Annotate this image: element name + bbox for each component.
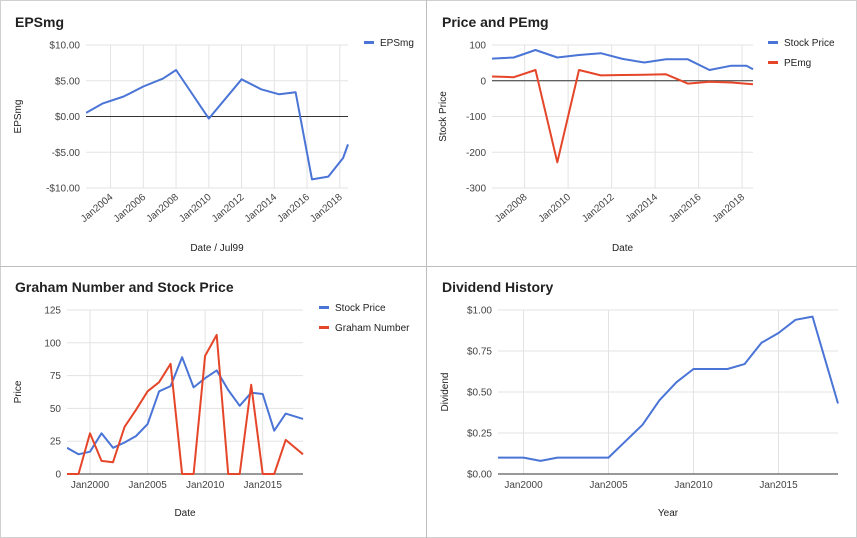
y-tick-label: $0.75 xyxy=(467,347,492,358)
y-axis-label: Stock Price xyxy=(438,91,449,142)
series-line-stock-price xyxy=(492,49,754,71)
x-tick-label: Jan2010 xyxy=(186,480,225,491)
x-tick-label: Jan2014 xyxy=(624,192,661,225)
vertical-divider xyxy=(426,0,427,538)
y-tick-label: 125 xyxy=(44,306,61,317)
legend-swatch xyxy=(768,41,778,44)
y-tick-label: -300 xyxy=(466,184,486,195)
epsmg-chart: EPSmg$10.00$5.00$0.00-$5.00-$10.00Jan200… xyxy=(13,14,414,254)
x-tick-label: Jan2015 xyxy=(244,480,283,491)
y-tick-label: -100 xyxy=(466,112,486,123)
x-axis-label: Year xyxy=(658,508,679,519)
x-tick-label: Jan2018 xyxy=(711,192,748,225)
x-tick-label: Jan2018 xyxy=(308,192,345,225)
x-tick-label: Jan2012 xyxy=(580,192,617,225)
legend-swatch xyxy=(319,306,329,309)
y-tick-label: 50 xyxy=(50,404,62,415)
series-line-pemg xyxy=(492,69,754,164)
y-tick-label: $0.00 xyxy=(55,112,80,123)
x-tick-label: Jan2000 xyxy=(71,480,110,491)
chart-title: Price and PEmg xyxy=(442,14,549,30)
y-axis-label: Price xyxy=(13,380,24,403)
y-tick-label: $0.50 xyxy=(467,388,492,399)
legend-label: Stock Price xyxy=(335,303,386,314)
series-line-graham-number xyxy=(67,333,304,475)
y-tick-label: $1.00 xyxy=(467,306,492,317)
x-axis-label: Date xyxy=(612,243,634,254)
x-tick-label: Jan2000 xyxy=(504,480,543,491)
legend-swatch xyxy=(768,61,778,64)
dividend-chart: Dividend History $1.00 $0.75 $0.50 $0.25 $0.0… xyxy=(440,279,839,519)
y-tick-label: 25 xyxy=(50,437,62,448)
x-tick-label: Jan2005 xyxy=(589,480,628,491)
y-tick-label: 100 xyxy=(469,41,486,52)
legend-label: EPSmg xyxy=(380,38,414,49)
x-axis-label: Date xyxy=(174,508,196,519)
y-axis-label: EPSmg xyxy=(13,100,24,134)
y-tick-label: $0.00 xyxy=(467,470,492,481)
x-tick-label: Jan2016 xyxy=(667,192,704,225)
chart-panel-epsmg: EPSmg $10.00 $5.00 $0.00 -$5.00 -$10.00 Jan200… xyxy=(1,1,425,265)
chart-panel-price-pemg: Price and PEmg 100 0 -100 -200 -300 Jan2008 Jan… xyxy=(428,1,856,265)
y-tick-label: $5.00 xyxy=(55,76,80,87)
y-tick-label: -$10.00 xyxy=(46,184,80,195)
y-tick-label: 0 xyxy=(55,470,61,481)
legend-label: PEmg xyxy=(784,58,811,69)
y-tick-label: 75 xyxy=(50,371,62,382)
chart-title: Graham Number and Stock Price xyxy=(15,279,234,295)
x-tick-label: Jan2004 xyxy=(79,192,116,225)
chart-panel-dividend: Dividend History $1.00 $0.75 $0.50 $0.25 $0.0… xyxy=(428,268,856,536)
x-axis-label: Date / Jul99 xyxy=(190,243,244,254)
x-tick-label: Jan2008 xyxy=(145,192,182,225)
y-tick-label: 100 xyxy=(44,338,61,349)
y-axis-label: Dividend xyxy=(440,373,451,412)
x-tick-label: Jan2008 xyxy=(493,192,530,225)
chart-title: EPSmg xyxy=(15,14,64,30)
legend-swatch xyxy=(319,326,329,329)
x-tick-label: Jan2010 xyxy=(674,480,713,491)
x-tick-label: Jan2015 xyxy=(759,480,798,491)
x-tick-label: Jan2012 xyxy=(210,192,247,225)
y-tick-label: $10.00 xyxy=(49,41,80,52)
series-line-stock-price xyxy=(67,356,304,456)
y-tick-label: 0 xyxy=(480,76,486,87)
y-tick-label: -$5.00 xyxy=(52,148,81,159)
x-tick-label: Jan2005 xyxy=(128,480,167,491)
x-tick-label: Jan2006 xyxy=(112,192,149,225)
y-tick-label: $0.25 xyxy=(467,429,492,440)
x-tick-label: Jan2016 xyxy=(276,192,313,225)
y-tick-label: -200 xyxy=(466,148,486,159)
legend-label: Graham Number xyxy=(335,323,410,334)
chart-title: Dividend History xyxy=(442,279,553,295)
series-line-dividend xyxy=(498,315,839,462)
legend-swatch xyxy=(364,41,374,44)
x-tick-label: Jan2014 xyxy=(243,192,280,225)
legend-label: Stock Price xyxy=(784,38,835,49)
x-tick-label: Jan2010 xyxy=(537,192,574,225)
series-line-epsmg xyxy=(86,69,349,181)
horizontal-divider xyxy=(0,266,857,267)
chart-panel-graham: Graham Number and Stock Price 125 100 75 50 2… xyxy=(1,268,425,536)
x-tick-label: Jan2010 xyxy=(177,192,214,225)
graham-chart: Graham Number and Stock Price 125 100 75 50 2… xyxy=(13,279,410,519)
